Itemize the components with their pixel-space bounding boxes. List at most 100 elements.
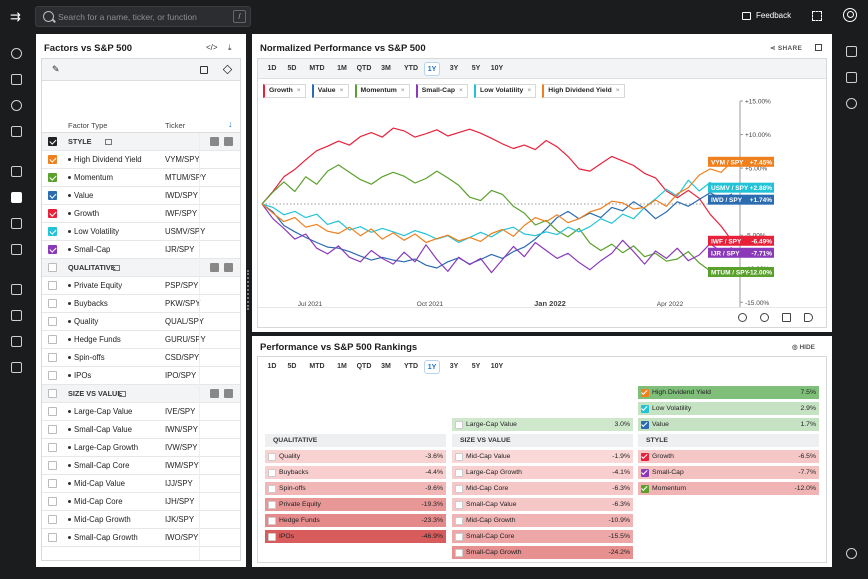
hide-button[interactable]: ◎ HIDE	[792, 344, 816, 351]
news-icon[interactable]	[11, 74, 22, 85]
factor-row[interactable]: Large-Cap Growth IVW/SPY	[42, 439, 240, 457]
remove-x-icon[interactable]: ×	[400, 87, 405, 94]
tag-icon[interactable]	[804, 313, 813, 322]
ranking-bar[interactable]: Mid-Cap Growth -10.9%	[452, 514, 633, 527]
ranking-checkbox[interactable]	[268, 468, 276, 477]
ranking-checkbox[interactable]	[268, 452, 276, 461]
save-icon[interactable]	[200, 66, 208, 74]
sort-arrow-icon[interactable]: ↓	[228, 119, 233, 129]
factor-checkbox[interactable]	[48, 479, 57, 488]
range-button-3y[interactable]: 3Y	[449, 65, 459, 72]
list-icon[interactable]	[846, 72, 857, 83]
factor-row[interactable]: Small-Cap Core IWM/SPY	[42, 457, 240, 475]
factor-checkbox[interactable]	[48, 353, 57, 362]
factor-row[interactable]: Mid-Cap Growth IJK/SPY	[42, 511, 240, 529]
col-factor-type[interactable]: Factor Type	[68, 121, 108, 130]
ranking-checkbox[interactable]	[268, 516, 276, 525]
ranking-bar[interactable]: Mid-Cap Core -6.3%	[452, 482, 633, 495]
document-icon[interactable]	[11, 310, 22, 321]
remove-x-icon[interactable]: ×	[459, 87, 463, 94]
factor-row[interactable]: Quality QUAL/SPY	[42, 313, 240, 331]
range-button-mtd[interactable]: MTD	[309, 65, 325, 72]
factor-checkbox[interactable]	[48, 335, 57, 344]
ranking-checkbox[interactable]	[455, 484, 463, 493]
crop-icon[interactable]	[782, 313, 791, 322]
ranking-checkbox[interactable]	[455, 500, 463, 509]
range-button-qtd[interactable]: QTD	[356, 65, 372, 72]
ranking-checkbox[interactable]	[641, 468, 649, 477]
factor-group-header[interactable]: SIZE VS VALUE	[42, 385, 240, 403]
range-button-ytd[interactable]: YTD	[404, 363, 418, 370]
ranking-checkbox[interactable]	[455, 548, 463, 557]
range-button-10y[interactable]: 10Y	[490, 65, 504, 72]
range-button-1m[interactable]: 1M	[337, 65, 347, 72]
range-button-1d[interactable]: 1D	[267, 363, 277, 370]
collapse-icon[interactable]	[119, 391, 126, 397]
range-button-3m[interactable]: 3M	[381, 363, 391, 370]
flame-icon[interactable]	[11, 100, 22, 111]
range-button-1y[interactable]: 1Y	[424, 360, 440, 374]
factor-row[interactable]: Mid-Cap Value IJJ/SPY	[42, 475, 240, 493]
ranking-bar[interactable]: Large-Cap Growth -4.1%	[452, 466, 633, 479]
range-button-qtd[interactable]: QTD	[356, 363, 372, 370]
collapse-icon[interactable]	[113, 265, 120, 271]
factor-checkbox[interactable]	[48, 281, 57, 290]
factor-checkbox[interactable]	[48, 227, 57, 236]
ranking-checkbox[interactable]	[641, 388, 649, 397]
edit-pencil-icon[interactable]: ✎	[52, 64, 60, 74]
move-down-icon[interactable]	[224, 389, 233, 398]
range-button-ytd[interactable]: YTD	[404, 65, 418, 72]
collapse-icon[interactable]	[105, 139, 112, 145]
legend-chip[interactable]: Small-Cap ×	[415, 84, 468, 98]
trending-flame-icon[interactable]	[846, 98, 857, 109]
drawing-tool-icon[interactable]	[760, 313, 769, 322]
camera-icon[interactable]	[11, 284, 22, 295]
legend-chip[interactable]: High Dividend Yield ×	[542, 84, 625, 98]
move-up-icon[interactable]	[210, 389, 219, 398]
factor-row[interactable]: Private Equity PSP/SPY	[42, 277, 240, 295]
factor-row[interactable]: Low Volatility USMV/SPY	[42, 223, 240, 241]
calculator-icon[interactable]	[11, 244, 22, 255]
group-checkbox[interactable]	[48, 263, 57, 272]
ranking-bar[interactable]: High Dividend Yield 7.5%	[638, 386, 819, 399]
line-chart-icon[interactable]	[11, 362, 22, 373]
factor-row[interactable]: Small-Cap Growth IWO/SPY	[42, 529, 240, 547]
range-button-10y[interactable]: 10Y	[490, 363, 504, 370]
ranking-bar[interactable]: Large-Cap Value 3.0%	[452, 418, 633, 431]
ranking-checkbox[interactable]	[455, 532, 463, 541]
factor-group-header[interactable]: STYLE	[42, 133, 240, 151]
factor-row[interactable]: Growth IWF/SPY	[42, 205, 240, 223]
messages-icon[interactable]	[846, 46, 857, 57]
factor-row[interactable]: Spin-offs CSD/SPY	[42, 349, 240, 367]
ranking-checkbox[interactable]	[641, 484, 649, 493]
download-icon[interactable]: ⤓	[228, 43, 232, 52]
move-up-icon[interactable]	[210, 263, 219, 272]
ranking-bar[interactable]: IPOs -46.9%	[265, 530, 446, 543]
factor-row[interactable]: Large-Cap Value IVE/SPY	[42, 403, 240, 421]
ranking-checkbox[interactable]	[268, 484, 276, 493]
range-button-1y[interactable]: 1Y	[424, 62, 440, 76]
grid-icon[interactable]	[11, 192, 22, 203]
ranking-bar[interactable]: Small-Cap Core -15.5%	[452, 530, 633, 543]
ranking-bar[interactable]: Quality -3.6%	[265, 450, 446, 463]
global-search[interactable]: /	[35, 6, 251, 27]
factor-row[interactable]: Momentum MTUM/SPY	[42, 169, 240, 187]
share-button[interactable]: ⋖ SHARE	[770, 45, 803, 52]
ranking-bar[interactable]: Private Equity -19.3%	[265, 498, 446, 511]
menu-logo-icon[interactable]: ⇉	[10, 9, 21, 24]
factor-row[interactable]: Small-Cap Value IWN/SPY	[42, 421, 240, 439]
ranking-bar[interactable]: Low Volatility 2.9%	[638, 402, 819, 415]
chart-icon[interactable]	[11, 218, 22, 229]
range-button-5y[interactable]: 5Y	[471, 65, 481, 72]
remove-x-icon[interactable]: ×	[296, 87, 301, 94]
factor-checkbox[interactable]	[48, 299, 57, 308]
factor-checkbox[interactable]	[48, 317, 57, 326]
feedback-button[interactable]: Feedback	[742, 11, 791, 20]
ranking-checkbox[interactable]	[641, 420, 649, 429]
legend-chip[interactable]: Value ×	[311, 84, 349, 98]
legend-chip[interactable]: Growth ×	[263, 84, 306, 98]
ranking-checkbox[interactable]	[641, 452, 649, 461]
ranking-checkbox[interactable]	[455, 420, 463, 429]
factor-checkbox[interactable]	[48, 173, 57, 182]
factor-checkbox[interactable]	[48, 245, 57, 254]
